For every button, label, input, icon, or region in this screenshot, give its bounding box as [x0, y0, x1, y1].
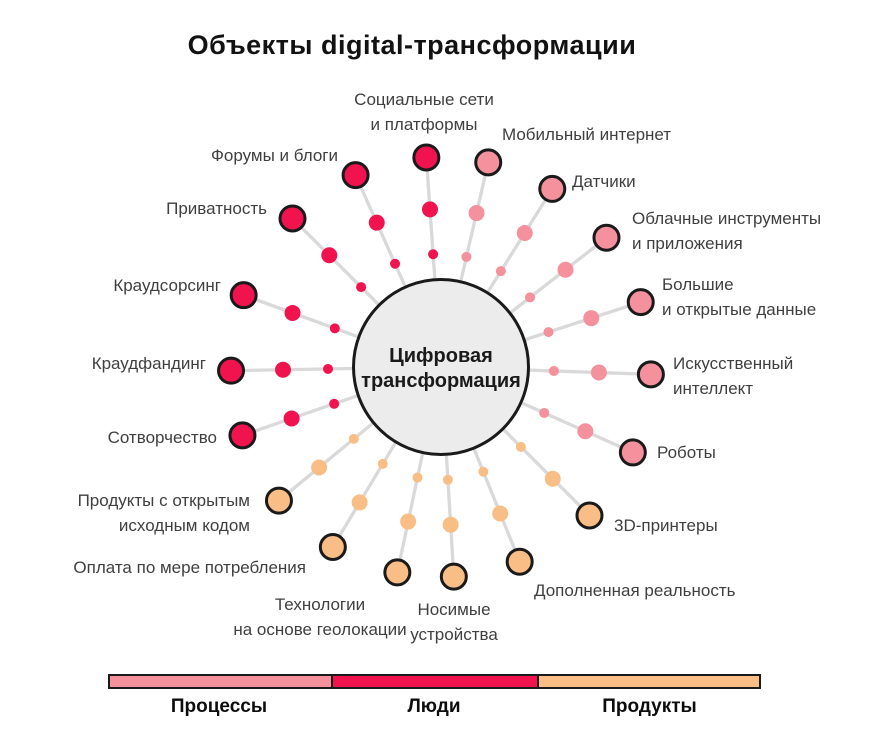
node-cloud-tools: [592, 223, 621, 252]
node-artificial-intelligence: [636, 360, 665, 389]
inner-dot-big-open-data: [543, 327, 554, 338]
inner-dot-3d-printers: [515, 441, 526, 452]
label-cloud-tools: и приложения: [632, 234, 743, 253]
label-forums-blogs: Форумы и блоги: [211, 146, 338, 165]
node-crowdfunding: [217, 356, 246, 385]
mid-dot-artificial-intelligence: [590, 364, 607, 381]
inner-dot-privacy: [356, 282, 367, 293]
label-pay-per-use: Оплата по мере потребления: [73, 558, 306, 577]
node-3d-printers: [575, 501, 604, 530]
legend-segment-processes: [110, 676, 331, 687]
node-wearables: [439, 562, 468, 591]
label-mobile-internet: Мобильный интернет: [502, 125, 671, 144]
inner-dot-cloud-tools: [525, 292, 536, 303]
node-sensors: [538, 174, 567, 203]
mid-dot-co-creation: [283, 410, 300, 427]
inner-dot-mobile-internet: [461, 251, 472, 262]
node-open-source-products: [264, 486, 293, 515]
label-open-source-products: Продукты с открытым: [78, 491, 250, 510]
inner-dot-augmented-reality: [478, 466, 489, 477]
mid-dot-pay-per-use: [351, 494, 368, 511]
mid-dot-crowdfunding: [275, 361, 292, 378]
mid-dot-mobile-internet: [468, 205, 485, 222]
center-circle: [352, 278, 530, 456]
mid-dot-cloud-tools: [557, 261, 574, 278]
label-open-source-products: исходным кодом: [119, 516, 250, 535]
inner-dot-forums-blogs: [390, 258, 401, 269]
label-3d-printers: 3D-принтеры: [614, 516, 718, 535]
mid-dot-geolocation-tech: [400, 513, 417, 530]
mid-dot-wearables: [442, 516, 459, 533]
inner-dot-social-networks: [428, 249, 439, 260]
legend-bar: [108, 674, 761, 689]
mid-dot-big-open-data: [583, 310, 600, 327]
node-robots: [618, 438, 647, 467]
inner-dot-wearables: [442, 474, 453, 485]
legend: Процессы Люди Продукты: [108, 674, 761, 718]
center-label: трансформация: [361, 370, 521, 392]
legend-labels: Процессы Люди Продукты: [108, 696, 761, 718]
inner-dot-geolocation-tech: [412, 472, 423, 483]
node-social-networks: [412, 143, 441, 172]
mid-dot-privacy: [321, 247, 338, 264]
mid-dot-social-networks: [421, 201, 438, 218]
label-social-networks: Социальные сети: [354, 90, 494, 109]
label-privacy: Приватность: [166, 199, 267, 218]
mid-dot-sensors: [516, 225, 533, 242]
label-cloud-tools: Облачные инструменты: [632, 209, 821, 228]
label-wearables: Носимые: [417, 600, 490, 619]
label-big-open-data: Большие: [662, 275, 734, 294]
label-augmented-reality: Дополненная реальность: [534, 581, 736, 600]
mid-dot-robots: [577, 423, 594, 440]
inner-dot-co-creation: [329, 398, 340, 409]
node-privacy: [278, 204, 307, 233]
legend-segment-people: [330, 676, 538, 687]
label-geolocation-tech: на основе геолокации: [233, 620, 406, 639]
label-wearables: устройства: [410, 625, 498, 644]
node-big-open-data: [626, 288, 655, 317]
node-geolocation-tech: [383, 558, 412, 587]
node-mobile-internet: [474, 148, 503, 177]
mid-dot-forums-blogs: [368, 214, 385, 231]
label-sensors: Датчики: [572, 172, 636, 191]
inner-dot-pay-per-use: [377, 458, 388, 469]
node-pay-per-use: [318, 533, 347, 562]
inner-dot-robots: [539, 407, 550, 418]
center-label: Цифровая: [389, 345, 493, 367]
label-co-creation: Сотворчество: [108, 428, 217, 447]
label-geolocation-tech: Технологии: [275, 595, 365, 614]
label-big-open-data: и открытые данные: [662, 300, 816, 319]
label-artificial-intelligence: интеллект: [673, 379, 753, 398]
legend-label-products: Продукты: [602, 696, 697, 717]
inner-dot-artificial-intelligence: [548, 365, 559, 376]
inner-dot-crowdsourcing: [329, 323, 340, 334]
legend-label-processes: Процессы: [170, 696, 268, 717]
node-forums-blogs: [341, 161, 370, 190]
label-social-networks: и платформы: [370, 115, 477, 134]
mid-dot-open-source-products: [311, 459, 328, 476]
mid-dot-augmented-reality: [492, 505, 509, 522]
inner-dot-open-source-products: [348, 433, 359, 444]
node-augmented-reality: [505, 547, 534, 576]
mid-dot-crowdsourcing: [284, 304, 301, 321]
mid-dot-3d-printers: [544, 470, 561, 487]
label-crowdsourcing: Краудсорсинг: [113, 276, 221, 295]
page-title: Объекты digital-трансформации: [187, 30, 637, 60]
label-crowdfunding: Краудфандинг: [92, 354, 206, 373]
inner-dot-crowdfunding: [323, 363, 334, 374]
node-crowdsourcing: [229, 281, 258, 310]
node-co-creation: [228, 421, 257, 450]
label-artificial-intelligence: Искусственный: [673, 354, 793, 373]
label-robots: Роботы: [657, 443, 716, 462]
inner-dot-sensors: [495, 266, 506, 277]
legend-segment-products: [537, 676, 759, 687]
legend-label-people: Люди: [407, 696, 461, 717]
